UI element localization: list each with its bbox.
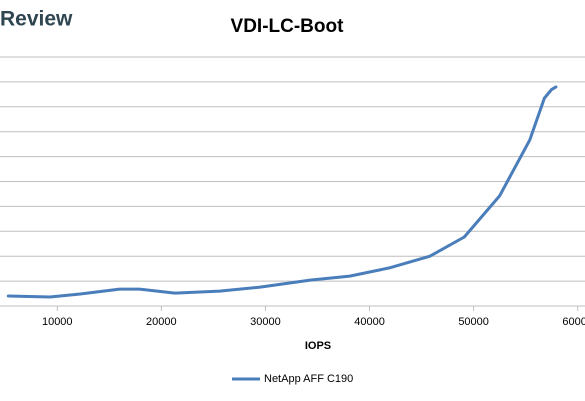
chart-title: VDI-LC-Boot (231, 16, 345, 37)
x-tick-label: 20000 (146, 316, 177, 328)
x-tick-label: 40000 (354, 316, 385, 328)
brand-logo: Review (0, 8, 73, 31)
legend-label: NetApp AFF C190 (264, 373, 353, 385)
x-tick-label: 30000 (250, 316, 281, 328)
x-tick-label: 10000 (42, 316, 73, 328)
x-axis-label: IOPS (305, 340, 331, 352)
series-line (6, 85, 558, 299)
x-tick-label: 50000 (458, 316, 489, 328)
x-tick-label: 60000 (562, 316, 585, 328)
